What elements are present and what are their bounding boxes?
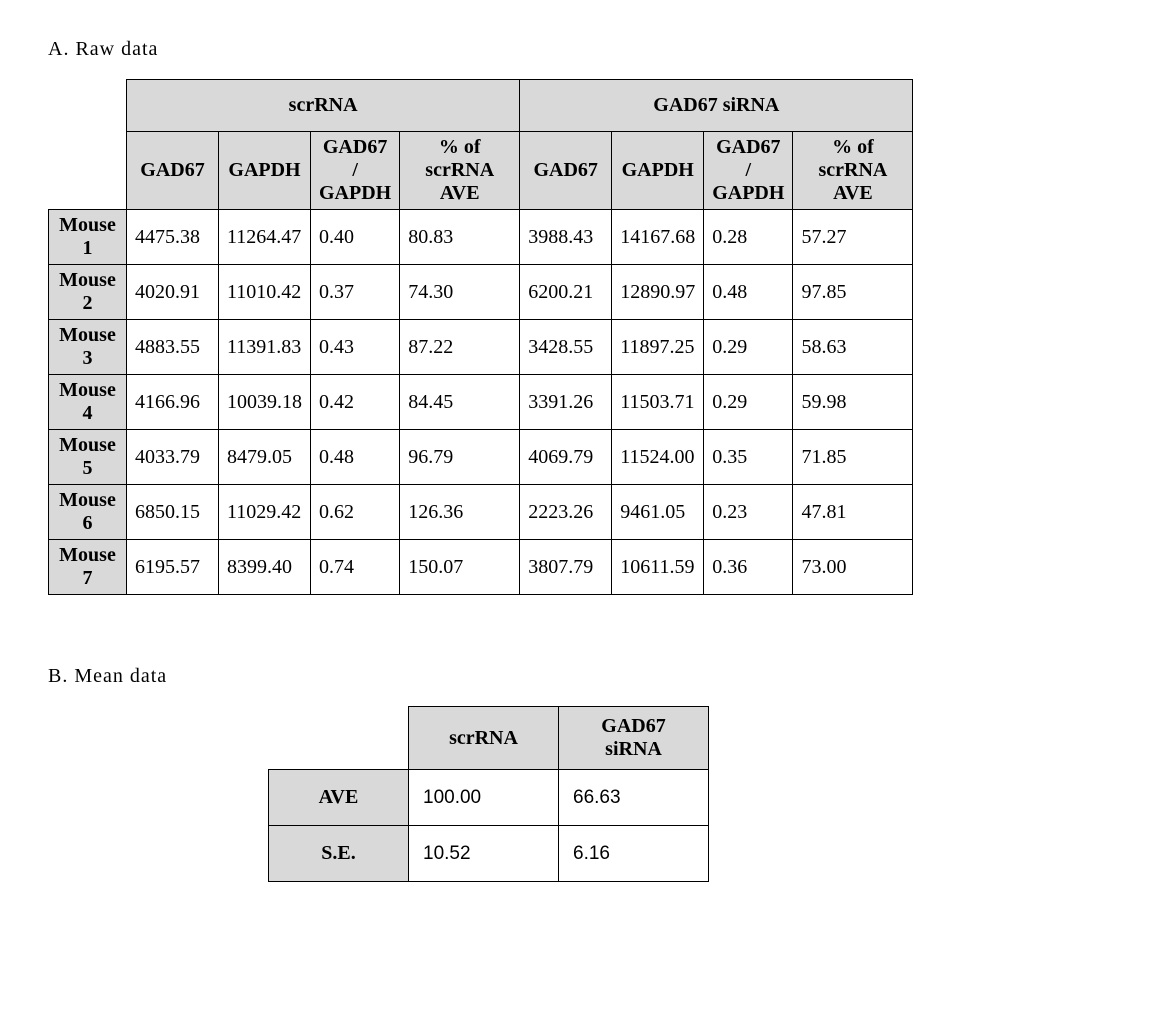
group-header-scrrna: scrRNA	[127, 80, 520, 132]
cell: 8479.05	[219, 430, 311, 485]
cell: 11264.47	[219, 210, 311, 265]
table-row: Mouse 6 6850.15 11029.42 0.62 126.36 222…	[49, 485, 913, 540]
cell: 4883.55	[127, 320, 219, 375]
cell: 0.28	[704, 210, 793, 265]
cell: 6.16	[559, 826, 709, 882]
cell: 3988.43	[520, 210, 612, 265]
cell: 3807.79	[520, 540, 612, 595]
cell: 10611.59	[612, 540, 704, 595]
cell: 80.83	[400, 210, 520, 265]
table-header-row-2: GAD67 GAPDH GAD67 / GAPDH % of scrRNA AV…	[49, 132, 913, 210]
cell: 4033.79	[127, 430, 219, 485]
col-header: GAPDH	[612, 132, 704, 210]
cell: 0.43	[311, 320, 400, 375]
cell: 11897.25	[612, 320, 704, 375]
cell: 66.63	[559, 770, 709, 826]
cell: 11010.42	[219, 265, 311, 320]
cell: 0.35	[704, 430, 793, 485]
row-label: Mouse 3	[49, 320, 127, 375]
cell: 0.74	[311, 540, 400, 595]
col-header-scrrna: scrRNA	[409, 707, 559, 770]
cell: 0.29	[704, 320, 793, 375]
cell: 71.85	[793, 430, 913, 485]
cell: 4020.91	[127, 265, 219, 320]
cell: 58.63	[793, 320, 913, 375]
group-header-sirna: GAD67 siRNA	[520, 80, 913, 132]
cell: 0.36	[704, 540, 793, 595]
cell: 4475.38	[127, 210, 219, 265]
row-label: Mouse 2	[49, 265, 127, 320]
cell: 8399.40	[219, 540, 311, 595]
cell: 59.98	[793, 375, 913, 430]
cell: 11391.83	[219, 320, 311, 375]
table-header-row: scrRNA GAD67 siRNA	[269, 707, 709, 770]
cell: 6200.21	[520, 265, 612, 320]
table-row: AVE 100.00 66.63	[269, 770, 709, 826]
row-label-se: S.E.	[269, 826, 409, 882]
col-header-sirna: GAD67 siRNA	[559, 707, 709, 770]
table-row: Mouse 5 4033.79 8479.05 0.48 96.79 4069.…	[49, 430, 913, 485]
cell: 126.36	[400, 485, 520, 540]
section-a-label: A. Raw data	[48, 38, 1117, 61]
cell: 10.52	[409, 826, 559, 882]
cell: 87.22	[400, 320, 520, 375]
row-label: Mouse 7	[49, 540, 127, 595]
cell: 0.62	[311, 485, 400, 540]
corner-cell	[49, 80, 127, 210]
cell: 11503.71	[612, 375, 704, 430]
cell: 0.42	[311, 375, 400, 430]
row-label-ave: AVE	[269, 770, 409, 826]
cell: 4069.79	[520, 430, 612, 485]
cell: 9461.05	[612, 485, 704, 540]
cell: 0.37	[311, 265, 400, 320]
table-row: Mouse 2 4020.91 11010.42 0.37 74.30 6200…	[49, 265, 913, 320]
cell: 150.07	[400, 540, 520, 595]
cell: 84.45	[400, 375, 520, 430]
cell: 97.85	[793, 265, 913, 320]
col-header: % of scrRNA AVE	[793, 132, 913, 210]
corner-cell	[269, 707, 409, 770]
cell: 11524.00	[612, 430, 704, 485]
row-label: Mouse 6	[49, 485, 127, 540]
cell: 3428.55	[520, 320, 612, 375]
cell: 4166.96	[127, 375, 219, 430]
raw-data-table: scrRNA GAD67 siRNA GAD67 GAPDH GAD67 / G…	[48, 79, 913, 595]
col-header: % of scrRNA AVE	[400, 132, 520, 210]
table-row: Mouse 7 6195.57 8399.40 0.74 150.07 3807…	[49, 540, 913, 595]
table-row: Mouse 4 4166.96 10039.18 0.42 84.45 3391…	[49, 375, 913, 430]
table-row: Mouse 3 4883.55 11391.83 0.43 87.22 3428…	[49, 320, 913, 375]
cell: 0.23	[704, 485, 793, 540]
cell: 0.40	[311, 210, 400, 265]
cell: 14167.68	[612, 210, 704, 265]
cell: 10039.18	[219, 375, 311, 430]
cell: 100.00	[409, 770, 559, 826]
table-row: S.E. 10.52 6.16	[269, 826, 709, 882]
cell: 11029.42	[219, 485, 311, 540]
cell: 0.48	[311, 430, 400, 485]
cell: 0.29	[704, 375, 793, 430]
table-header-row-1: scrRNA GAD67 siRNA	[49, 80, 913, 132]
cell: 2223.26	[520, 485, 612, 540]
cell: 3391.26	[520, 375, 612, 430]
cell: 47.81	[793, 485, 913, 540]
cell: 96.79	[400, 430, 520, 485]
col-header: GAD67 / GAPDH	[704, 132, 793, 210]
cell: 6850.15	[127, 485, 219, 540]
cell: 12890.97	[612, 265, 704, 320]
row-label: Mouse 5	[49, 430, 127, 485]
cell: 74.30	[400, 265, 520, 320]
col-header: GAD67	[520, 132, 612, 210]
table-row: Mouse 1 4475.38 11264.47 0.40 80.83 3988…	[49, 210, 913, 265]
cell: 73.00	[793, 540, 913, 595]
mean-data-table: scrRNA GAD67 siRNA AVE 100.00 66.63 S.E.…	[268, 706, 709, 882]
cell: 6195.57	[127, 540, 219, 595]
col-header: GAD67	[127, 132, 219, 210]
col-header: GAPDH	[219, 132, 311, 210]
row-label: Mouse 1	[49, 210, 127, 265]
col-header: GAD67 / GAPDH	[311, 132, 400, 210]
cell: 0.48	[704, 265, 793, 320]
cell: 57.27	[793, 210, 913, 265]
section-b-label: B. Mean data	[48, 665, 1117, 688]
row-label: Mouse 4	[49, 375, 127, 430]
